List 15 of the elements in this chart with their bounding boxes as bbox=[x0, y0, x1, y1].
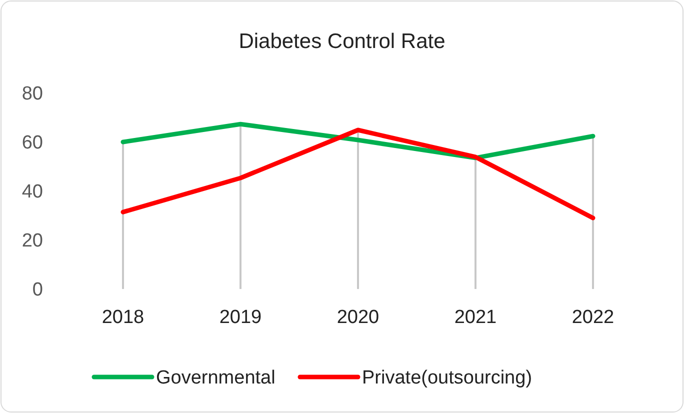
y-tick-label: 20 bbox=[22, 230, 43, 252]
legend-label: Private(outsourcing) bbox=[362, 368, 532, 389]
x-tick-label: 2020 bbox=[336, 307, 380, 328]
x-tick-label: 2021 bbox=[454, 307, 497, 328]
line-series bbox=[120, 122, 596, 160]
line-series bbox=[120, 128, 596, 220]
x-tick-label: 2018 bbox=[102, 307, 144, 328]
x-tick-label: 2022 bbox=[572, 307, 614, 328]
y-tick-label: 80 bbox=[22, 84, 43, 105]
y-tick-label: 40 bbox=[22, 182, 43, 203]
y-tick-label: 60 bbox=[22, 132, 43, 154]
chart-title: Diabetes Control Rate bbox=[238, 30, 446, 53]
y-tick-label: 0 bbox=[32, 280, 43, 301]
x-tick-label: 2019 bbox=[219, 307, 262, 328]
legend-label: Governmental bbox=[156, 368, 276, 389]
